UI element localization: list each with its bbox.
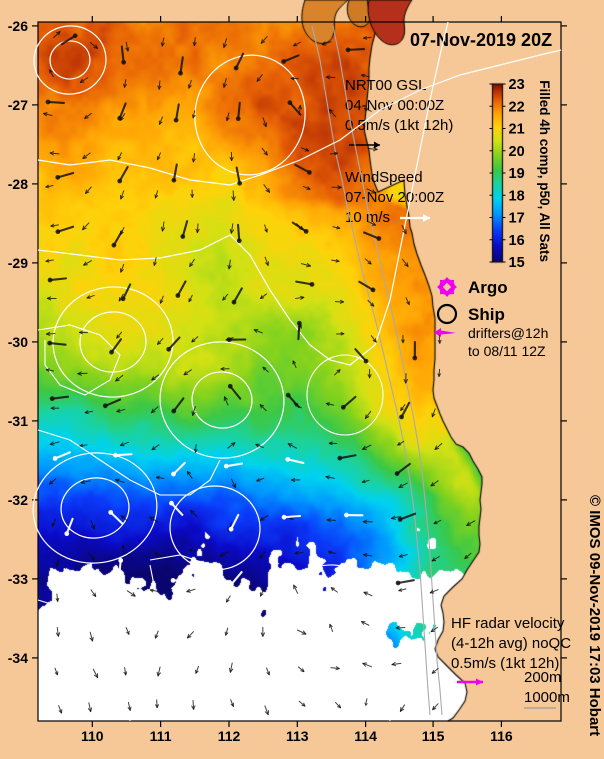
svg-text:-28: -28 xyxy=(8,176,28,192)
svg-text:HF radar velocity: HF radar velocity xyxy=(451,615,565,632)
svg-text:112: 112 xyxy=(218,728,241,744)
svg-text:Filled 4h comp, p50, All Sats: Filled 4h comp, p50, All Sats xyxy=(537,80,552,262)
svg-text:(4-12h avg) noQC: (4-12h avg) noQC xyxy=(451,635,571,652)
svg-text:116: 116 xyxy=(490,728,513,744)
svg-text:200m: 200m xyxy=(524,669,562,686)
svg-text:-34: -34 xyxy=(8,650,28,666)
svg-text:07-Nov-2019 20Z: 07-Nov-2019 20Z xyxy=(410,30,552,50)
svg-text:110: 110 xyxy=(81,728,104,744)
svg-text:10 m/s: 10 m/s xyxy=(345,209,390,226)
svg-text:16: 16 xyxy=(509,233,525,249)
svg-text:-32: -32 xyxy=(8,492,28,508)
svg-text:114: 114 xyxy=(354,728,377,744)
svg-text:15: 15 xyxy=(509,255,525,271)
svg-text:115: 115 xyxy=(422,728,445,744)
svg-text:0.5m/s (1kt 12h): 0.5m/s (1kt 12h) xyxy=(345,117,453,134)
svg-text:-29: -29 xyxy=(8,255,28,271)
svg-text:18: 18 xyxy=(509,188,525,204)
svg-text:20: 20 xyxy=(509,144,525,160)
svg-text:23: 23 xyxy=(509,77,525,93)
svg-text:© IMOS 09-Nov-2019 17:03 Hobar: © IMOS 09-Nov-2019 17:03 Hobart xyxy=(586,495,603,736)
svg-text:to 08/11 12Z: to 08/11 12Z xyxy=(468,343,546,359)
svg-text:21: 21 xyxy=(509,122,525,138)
svg-text:07-Nov 20:00Z: 07-Nov 20:00Z xyxy=(345,189,444,206)
svg-text:-27: -27 xyxy=(8,97,28,113)
svg-text:22: 22 xyxy=(509,99,525,115)
svg-text:-30: -30 xyxy=(8,334,28,350)
svg-text:Ship: Ship xyxy=(468,305,505,324)
svg-text:Argo: Argo xyxy=(468,278,508,297)
svg-text:17: 17 xyxy=(509,211,525,227)
svg-text:111: 111 xyxy=(150,728,172,744)
svg-text:-31: -31 xyxy=(8,413,28,429)
svg-text:-26: -26 xyxy=(8,18,28,34)
svg-text:NRT00 GSL: NRT00 GSL xyxy=(345,77,426,94)
svg-text:WindSpeed: WindSpeed xyxy=(345,169,423,186)
svg-text:19: 19 xyxy=(509,166,525,182)
svg-text:1000m: 1000m xyxy=(524,689,570,706)
svg-text:-33: -33 xyxy=(8,571,28,587)
svg-text:113: 113 xyxy=(286,728,309,744)
svg-text:drifters@12h: drifters@12h xyxy=(468,325,548,341)
